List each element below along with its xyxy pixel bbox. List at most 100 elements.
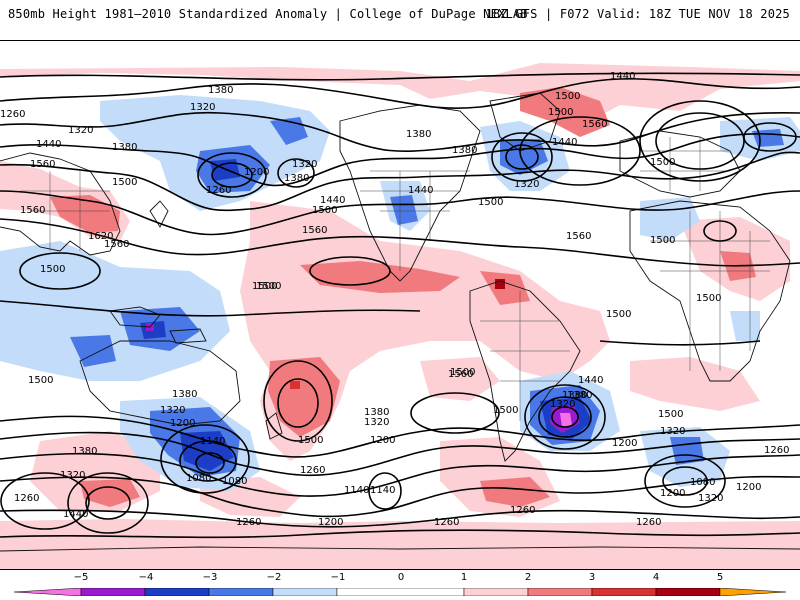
coastline-eurasia	[0, 152, 121, 256]
contour-label: 1620	[88, 231, 113, 242]
closed-contour	[19, 252, 101, 290]
legend-tick: 0	[397, 572, 405, 583]
contour-label: 1560	[448, 369, 473, 380]
contour-line	[0, 72, 800, 81]
contour-label: 1560	[566, 231, 591, 242]
legend-swatch-neg1	[272, 588, 338, 596]
contour-label: 1320	[60, 470, 85, 481]
positive-anomaly-area	[290, 381, 300, 389]
closed-contour	[662, 466, 708, 496]
contour-label: 1500	[252, 281, 277, 292]
closed-contour	[263, 360, 333, 442]
contour-line	[599, 340, 761, 346]
legend-swatch-pos2	[527, 588, 593, 596]
contour-label: 1380	[406, 129, 431, 140]
legend-swatch-neg4	[80, 588, 146, 596]
legend-tick: −3	[202, 572, 218, 583]
contour-line	[0, 218, 800, 267]
closed-contour	[410, 392, 500, 434]
negative-anomaly-area	[70, 335, 116, 367]
contour-line	[0, 415, 800, 458]
contour-label: 1320	[364, 417, 389, 428]
country-borders	[20, 137, 770, 421]
legend-swatch-neg3	[144, 588, 210, 596]
closed-contour	[211, 162, 253, 188]
contour-label: 1260	[14, 493, 39, 504]
contour-label: 1320	[698, 493, 723, 504]
contour-label: 1320	[190, 102, 215, 113]
closed-contour	[195, 452, 225, 474]
negative-anomaly-area	[180, 431, 234, 471]
contour-label: 1500	[650, 235, 675, 246]
contour-label: 1500	[606, 309, 631, 320]
height-contours	[0, 72, 800, 539]
contour-label: 1440	[36, 139, 61, 150]
closed-contour	[639, 100, 761, 182]
contour-line	[0, 431, 800, 477]
coastline-south-america	[469, 280, 581, 462]
contour-label: 1560	[104, 239, 129, 250]
contour-label: 1380	[172, 389, 197, 400]
contour-line	[0, 475, 800, 518]
contour-line	[0, 452, 800, 497]
legend-colorbar	[14, 588, 786, 596]
contour-label: 1500	[112, 177, 137, 188]
contour-label: 1440	[320, 195, 345, 206]
header: 850mb Height 1981–2010 Standardized Anom…	[0, 0, 800, 30]
contour-label: 1140	[370, 485, 395, 496]
map-panel[interactable]: 1380 1320 1260 1320 1440 1380 1560 1500 …	[0, 40, 800, 570]
contour-label: 1440	[578, 375, 603, 386]
closed-contour	[519, 116, 641, 186]
closed-contour	[538, 396, 592, 438]
positive-anomaly-area	[50, 195, 120, 233]
model-run-info: 18Z GFS | F072 Valid: 18Z TUE NOV 18 202…	[485, 7, 790, 21]
legend-tick: 5	[716, 572, 724, 583]
contour-label: 1500	[450, 367, 475, 378]
closed-contour	[160, 424, 250, 494]
contour-labels: 1380 1320 1260 1320 1440 1380 1560 1500 …	[0, 71, 789, 528]
positive-anomaly-area	[80, 479, 140, 507]
contour-label: 1500	[256, 281, 281, 292]
positive-anomaly-area	[440, 437, 560, 517]
coastline-indonesia	[109, 306, 161, 328]
contour-label: 1260	[636, 517, 661, 528]
coastline-australia	[79, 340, 241, 426]
contour-label: 1260	[764, 445, 789, 456]
contour-label: 1500	[312, 205, 337, 216]
closed-contour	[491, 132, 553, 182]
contour-label: 1500	[40, 264, 65, 275]
contour-line	[0, 529, 800, 539]
contour-label: 1500	[298, 435, 323, 446]
contour-label: 1380	[364, 407, 389, 418]
contour-label: 1560	[30, 159, 55, 170]
positive-anomaly-area	[495, 279, 505, 289]
positive-anomaly-area	[0, 519, 800, 569]
contour-label: 1080	[186, 473, 211, 484]
legend-swatch-pos3	[591, 588, 657, 596]
closed-contour	[85, 486, 131, 520]
contour-label: 1560	[20, 205, 45, 216]
contour-label: 1200	[370, 435, 395, 446]
closed-contour	[524, 384, 606, 450]
legend-swatch-pos5	[719, 588, 786, 596]
contour-label: 1500	[650, 157, 675, 168]
closed-contour	[505, 144, 539, 170]
legend-ticks: −5 −4 −3 −2 −1 0 1 2 3 4 5	[0, 572, 800, 584]
coastlines	[0, 92, 800, 552]
map-title: 850mb Height 1981–2010 Standardized Anom…	[8, 7, 528, 21]
contour-label: 1380	[562, 390, 587, 401]
contour-label: 1200	[612, 438, 637, 449]
contour-label: 1560	[582, 119, 607, 130]
legend-tick: −5	[73, 572, 89, 583]
contour-label: 1500	[493, 405, 518, 416]
contour-label: 1200	[244, 167, 269, 178]
contour-label: 1260	[206, 185, 231, 196]
legend-swatch-zero	[336, 588, 465, 596]
legend-tick: −2	[266, 572, 282, 583]
contour-label: 1380	[567, 390, 592, 401]
contour-label: 1140	[200, 436, 225, 447]
negative-anomaly-area	[390, 195, 418, 225]
contour-label: 1380	[284, 173, 309, 184]
closed-contour	[655, 112, 745, 170]
contour-label: 1320	[550, 399, 575, 410]
